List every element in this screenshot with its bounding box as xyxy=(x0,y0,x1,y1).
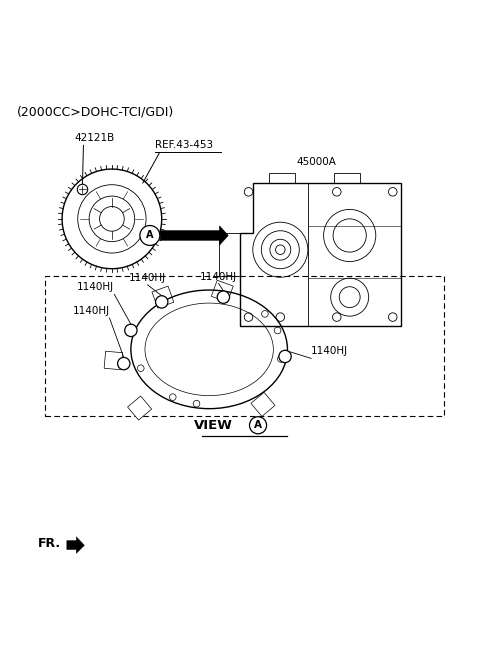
Text: 1140HJ: 1140HJ xyxy=(129,273,166,283)
Text: 1140HJ: 1140HJ xyxy=(77,283,114,293)
Text: A: A xyxy=(146,230,154,241)
Text: REF.43-453: REF.43-453 xyxy=(155,140,213,150)
Bar xyxy=(211,280,233,302)
Circle shape xyxy=(140,226,160,245)
Text: VIEW: VIEW xyxy=(194,419,233,432)
Polygon shape xyxy=(160,226,228,245)
Circle shape xyxy=(99,207,124,231)
Text: FR.: FR. xyxy=(38,537,61,550)
Polygon shape xyxy=(67,537,84,554)
Circle shape xyxy=(244,313,253,321)
Circle shape xyxy=(125,324,137,337)
Text: A: A xyxy=(254,420,262,430)
Text: 1140HJ: 1140HJ xyxy=(72,306,109,316)
Circle shape xyxy=(78,185,146,253)
Circle shape xyxy=(333,313,341,321)
Bar xyxy=(104,351,122,370)
Circle shape xyxy=(217,291,229,303)
Bar xyxy=(128,396,152,420)
Bar xyxy=(269,173,295,183)
Text: 45000A: 45000A xyxy=(297,157,336,167)
Circle shape xyxy=(62,169,162,269)
Circle shape xyxy=(118,358,130,370)
Circle shape xyxy=(333,188,341,196)
Text: (2000CC>DOHC-TCI/GDI): (2000CC>DOHC-TCI/GDI) xyxy=(17,106,174,119)
Bar xyxy=(251,392,275,417)
Circle shape xyxy=(388,188,397,196)
Text: 42121B: 42121B xyxy=(74,133,114,143)
Bar xyxy=(334,173,360,183)
Circle shape xyxy=(89,196,135,241)
Circle shape xyxy=(279,350,291,363)
Circle shape xyxy=(244,188,253,196)
Bar xyxy=(152,286,174,308)
Text: 1140HJ: 1140HJ xyxy=(200,272,237,281)
Circle shape xyxy=(77,184,88,195)
Bar xyxy=(46,276,444,416)
Circle shape xyxy=(276,313,285,321)
Text: 1140HJ: 1140HJ xyxy=(311,346,348,356)
Bar xyxy=(219,233,240,276)
Circle shape xyxy=(156,296,168,308)
Circle shape xyxy=(388,313,397,321)
